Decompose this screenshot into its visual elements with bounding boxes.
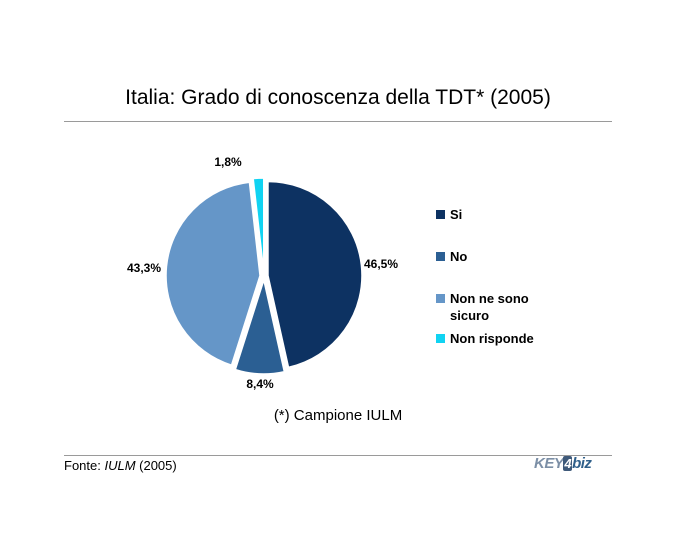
legend-swatch-si: [436, 210, 445, 219]
pie-slice-non-ne-sono-sicuro: [165, 181, 261, 367]
legend-item-non-ne-sono-sicuro: Non ne sono sicuro: [436, 290, 560, 324]
legend-item-si: Si: [436, 206, 560, 223]
legend-swatch-non-risponde: [436, 334, 445, 343]
footnote: (*) Campione IULM: [273, 407, 403, 424]
legend-label-non-ne-sono-sicuro: Non ne sono sicuro: [450, 291, 529, 323]
logo-part-key: KEY: [534, 455, 564, 472]
pie-slice-no: [234, 277, 286, 375]
source-year: (2005): [135, 458, 177, 473]
source-name: IULM: [104, 458, 136, 473]
data-label-si: 46,5%: [364, 257, 398, 271]
legend-label-si: Si: [450, 207, 463, 222]
legend-swatch-non-ne-sono-sicuro: [436, 294, 445, 303]
legend-item-no: No: [436, 248, 560, 265]
title-divider: [64, 121, 612, 122]
legend-item-non-risponde: Non risponde: [436, 330, 560, 347]
legend-swatch-no: [436, 252, 445, 261]
legend-label-non-risponde: Non risponde: [450, 331, 534, 346]
source-note: Fonte: IULM (2005): [64, 458, 177, 473]
legend-label-no: No: [450, 249, 468, 264]
pie-slice-non-risponde: [252, 177, 265, 273]
chart-title: Italia: Grado di conoscenza della TDT* (…: [125, 86, 551, 109]
footer-divider: [64, 455, 612, 456]
data-label-no: 8,4%: [246, 377, 274, 391]
key4biz-logo: KEY4biz: [534, 455, 592, 472]
logo-part-biz: biz: [572, 455, 592, 472]
source-prefix: Fonte:: [64, 458, 105, 473]
data-label-non-risponde: 1,8%: [214, 155, 242, 169]
pie-slice-si: [267, 180, 363, 369]
logo-part-4: 4: [563, 456, 573, 471]
data-label-non-ne-sono-sicuro: 43,3%: [127, 261, 161, 275]
